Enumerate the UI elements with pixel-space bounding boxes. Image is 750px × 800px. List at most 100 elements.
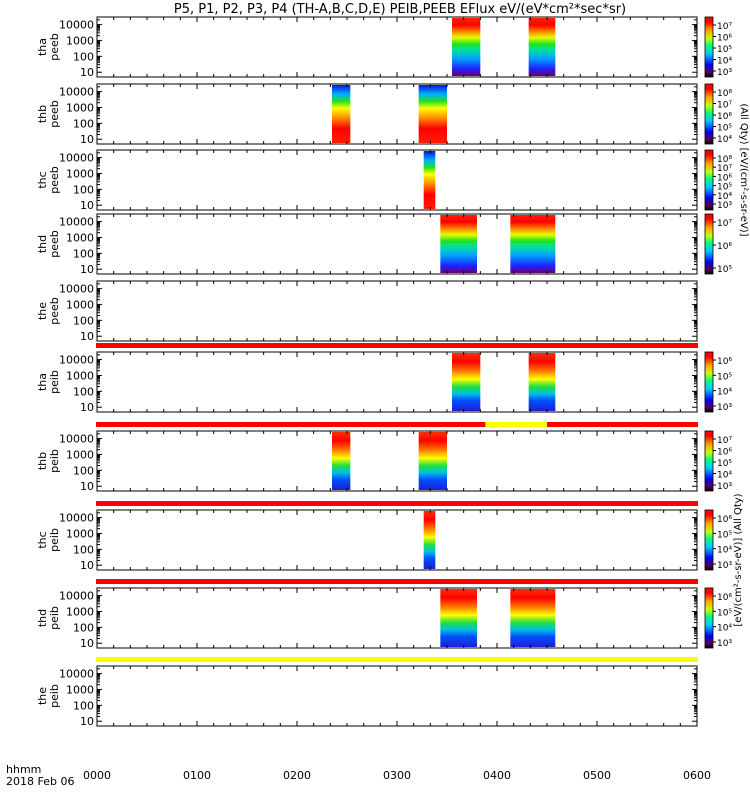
- y-tick-label: 10000: [59, 354, 94, 367]
- colorbar-tick-label: 10⁴: [717, 192, 732, 202]
- colorbar-tick-label: 10⁴: [717, 471, 732, 481]
- spectrogram-block: [418, 432, 447, 490]
- y-tick-label: 100: [73, 183, 94, 196]
- panel-label-probe: thc: [36, 531, 49, 548]
- panel-label-instrument: peib: [48, 449, 61, 473]
- y-tick-label: 100: [73, 247, 94, 260]
- panel-label-instrument: peib: [48, 684, 61, 708]
- panel-label-instrument: peeb: [48, 297, 61, 325]
- panel-frame: [96, 430, 698, 492]
- y-tick-label: 100: [73, 314, 94, 327]
- x-tick-label: 0200: [283, 769, 311, 782]
- spectrogram-block: [440, 215, 477, 273]
- panel-frame: [96, 351, 698, 413]
- x-axis-label-hhmm: hhmm: [6, 763, 41, 776]
- panel-frame: [96, 509, 698, 571]
- y-tick-label: 100: [73, 117, 94, 130]
- y-tick-label: 10: [80, 330, 94, 343]
- y-tick-label: 100: [73, 621, 94, 634]
- y-tick-label: 100: [73, 385, 94, 398]
- colorbar-tick-label: 10⁴: [717, 546, 732, 556]
- y-tick-label: 10: [80, 559, 94, 572]
- y-tick-label: 10: [80, 133, 94, 146]
- y-tick-label: 10000: [59, 283, 94, 296]
- spectrogram-block: [510, 215, 556, 273]
- y-tick-label: 1000: [66, 34, 94, 47]
- colorbar-tick-label: 10⁷: [717, 101, 732, 111]
- panel-frame: [96, 83, 698, 145]
- y-tick-label: 10: [80, 263, 94, 276]
- spectrogram-block: [418, 85, 447, 143]
- panel-label-probe: thb: [36, 452, 49, 470]
- panel-label-probe: thc: [36, 171, 49, 188]
- mode-bar: [96, 501, 698, 506]
- colorbar-label-peeb: (All Qty) [eV/(cm²-s-sr-eV)]: [738, 103, 749, 236]
- panel-thc-peib: 10 100 1000 10000 thc peib 10⁶ 10⁵ 10⁴ 10³: [36, 501, 732, 572]
- colorbar-tick-label: 10⁵: [717, 608, 732, 618]
- colorbar-tick-label: 10⁵: [717, 124, 732, 134]
- colorbar-tick-label: 10⁵: [717, 530, 732, 540]
- y-tick-label: 1000: [66, 683, 94, 696]
- panel-label-instrument: peeb: [48, 230, 61, 258]
- panel-thd-peib: 10 100 1000 10000 thd peib 10⁶ 10⁵ 10⁴ 10³: [36, 579, 732, 650]
- colorbar-tick-label: 10⁸: [717, 89, 732, 99]
- y-tick-label: 10: [80, 637, 94, 650]
- spectrogram-block: [510, 589, 556, 647]
- spectrogram-block: [440, 589, 477, 647]
- colorbar-tick-label: 10⁵: [717, 183, 732, 193]
- y-tick-label: 100: [73, 699, 94, 712]
- panel-frame: [96, 665, 698, 727]
- spectrogram-block: [332, 432, 351, 490]
- colorbar-tick-label: 10⁶: [717, 515, 732, 525]
- colorbar: [704, 83, 714, 145]
- colorbar: [704, 16, 714, 78]
- colorbar-tick-label: 10³: [717, 482, 732, 492]
- colorbar-label-peib: [eV/(cm²-s-sr-eV)] (All Qty): [733, 493, 744, 626]
- mode-bar: [96, 579, 698, 584]
- spectrogram-block: [528, 18, 556, 76]
- spectrogram-block: [452, 353, 481, 411]
- colorbar: [704, 587, 714, 649]
- spectrogram-block: [452, 18, 481, 76]
- x-tick-label: 0600: [683, 769, 711, 782]
- colorbar-tick-label: 10⁵: [717, 459, 732, 469]
- y-tick-label: 10000: [59, 86, 94, 99]
- colorbar-tick-label: 10⁴: [717, 57, 732, 67]
- colorbar-tick-label: 10⁸: [717, 155, 732, 165]
- x-tick-label: 0400: [483, 769, 511, 782]
- colorbar: [704, 149, 714, 211]
- colorbar: [704, 213, 714, 275]
- colorbar-tick-label: 10⁶: [717, 112, 732, 122]
- panel-label-instrument: peib: [48, 370, 61, 394]
- y-tick-label: 10000: [59, 590, 94, 603]
- spectrogram-block: [528, 353, 556, 411]
- colorbar-tick-label: 10⁷: [717, 164, 732, 174]
- y-tick-label: 10: [80, 480, 94, 493]
- x-tick-label: 0100: [183, 769, 211, 782]
- panel-label-probe: thd: [36, 609, 49, 627]
- spectrogram-block: [332, 85, 351, 143]
- y-tick-label: 10000: [59, 433, 94, 446]
- panel-tha-peib: 10 100 1000 10000 tha peib 10⁶ 10⁵ 10⁴ 10³: [36, 343, 732, 414]
- panel-label-instrument: peeb: [48, 33, 61, 61]
- y-tick-label: 10000: [59, 512, 94, 525]
- x-axis-label-date: 2018 Feb 06: [6, 775, 74, 788]
- panel-label-probe: tha: [36, 38, 49, 56]
- colorbar-tick-label: 10⁷: [717, 436, 732, 446]
- colorbar-tick-label: 10⁷: [717, 22, 732, 32]
- colorbar-tick-label: 10⁶: [717, 242, 732, 252]
- panel-frame: [96, 587, 698, 649]
- y-tick-label: 1000: [66, 605, 94, 618]
- panel-label-probe: the: [36, 687, 49, 705]
- mode-bar: [96, 343, 698, 348]
- mode-bar: [96, 422, 698, 427]
- colorbar-tick-label: 10⁶: [717, 593, 732, 603]
- y-tick-label: 10: [80, 401, 94, 414]
- panel-label-instrument: peeb: [48, 100, 61, 128]
- panel-frame: [96, 16, 698, 78]
- y-tick-label: 1000: [66, 527, 94, 540]
- y-tick-label: 10000: [59, 668, 94, 681]
